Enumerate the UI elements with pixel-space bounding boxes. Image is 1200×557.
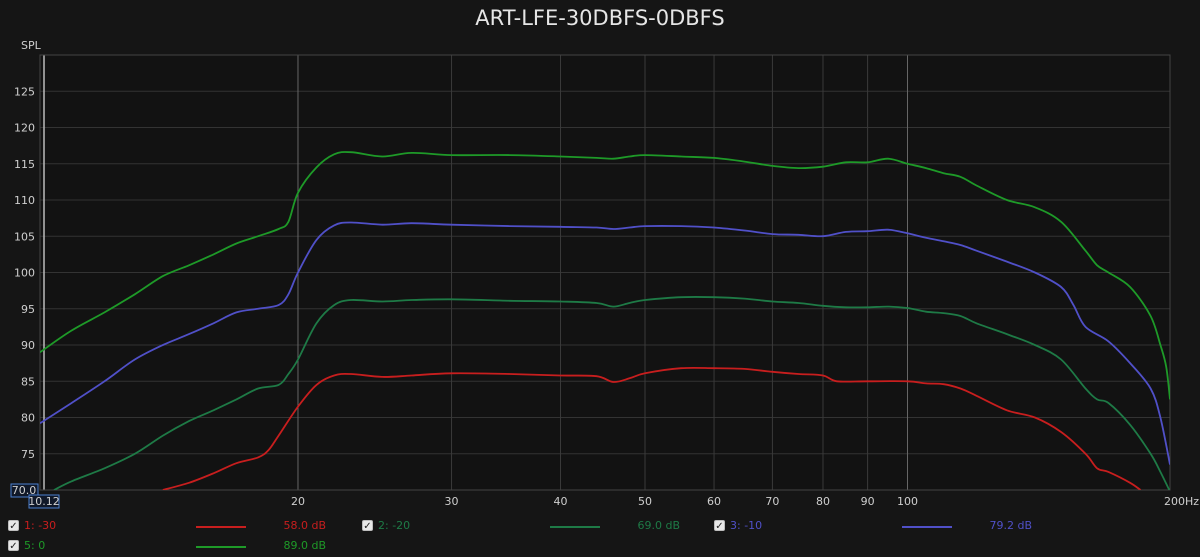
series-line-3 [40, 221, 1170, 465]
legend-checkbox[interactable]: ✓ [8, 520, 19, 532]
x-tick-label: 20 [291, 495, 305, 508]
x-min-label: 10.12 [28, 495, 60, 508]
legend-level: 69.0 dB [637, 519, 680, 532]
plot-frame [39, 54, 1171, 491]
legend-swatch [196, 546, 246, 548]
y-tick-label: 90 [21, 339, 35, 352]
y-tick-label: 75 [21, 448, 35, 461]
x-min-box [28, 494, 60, 509]
y-tick-label: 115 [14, 158, 35, 171]
y-tick-label: 100 [14, 267, 35, 280]
legend-level: 58.0 dB [283, 519, 326, 532]
y-tick-label: 120 [14, 122, 35, 135]
x-tick-label: 70 [765, 495, 779, 508]
legend-series-name: 2: -20 [378, 519, 411, 532]
x-tick-label: 90 [861, 495, 875, 508]
chart-plot[interactable]: 75 80 85 90 95 100 105 110 115 120 125 20 30 40 50 60 70… [0, 0, 1200, 516]
legend-checkbox[interactable]: ✓ [8, 540, 19, 552]
legend-level: 89.0 dB [283, 539, 326, 552]
y-tick-label: 110 [14, 194, 35, 207]
x-tick-label: 30 [445, 495, 459, 508]
x-tick-label: 80 [816, 495, 830, 508]
y-tick-label: 125 [14, 85, 35, 98]
legend-swatch [902, 526, 952, 528]
legend-series-name: 3: -10 [730, 519, 763, 532]
x-tick-label: 40 [553, 495, 567, 508]
legend-checkbox[interactable]: ✓ [714, 520, 725, 532]
legend-swatch [196, 526, 246, 528]
y-tick-label: 80 [21, 412, 35, 425]
legend-checkbox[interactable]: ✓ [362, 520, 373, 532]
legend-series-name: 1: -30 [24, 519, 57, 532]
y-axis-label: SPL [21, 39, 42, 52]
x-tick-label: 60 [707, 495, 721, 508]
legend-item-4: ✓ 5: 0 89.0 dB [8, 538, 348, 556]
y-tick-label: 95 [21, 303, 35, 316]
legend-series-name: 5: 0 [24, 539, 46, 552]
series-line-2 [53, 296, 1170, 490]
y-min-label: 70.0 [12, 484, 37, 497]
legend-level: 79.2 dB [989, 519, 1032, 532]
series-line-4 [40, 151, 1170, 400]
x-tick-label: 200Hz [1164, 495, 1199, 508]
legend-swatch [550, 526, 600, 528]
legend: ✓ 1: -30 58.0 dB ✓ 2: -20 69.0 dB ✓ 3: -10 79.2 … [0, 516, 1200, 557]
y-tick-label: 105 [14, 230, 35, 243]
y-min-box [10, 483, 39, 498]
x-tick-label: 50 [638, 495, 652, 508]
x-tick-label: 100 [897, 495, 918, 508]
legend-item-2: ✓ 2: -20 69.0 dB [362, 518, 702, 536]
y-tick-label: 85 [21, 375, 35, 388]
series-line-1 [162, 366, 1142, 490]
chart-title: ART-LFE-30DBFS-0DBFS [475, 6, 725, 30]
legend-item-3: ✓ 3: -10 79.2 dB [714, 518, 1054, 536]
legend-item-1: ✓ 1: -30 58.0 dB [8, 518, 348, 536]
